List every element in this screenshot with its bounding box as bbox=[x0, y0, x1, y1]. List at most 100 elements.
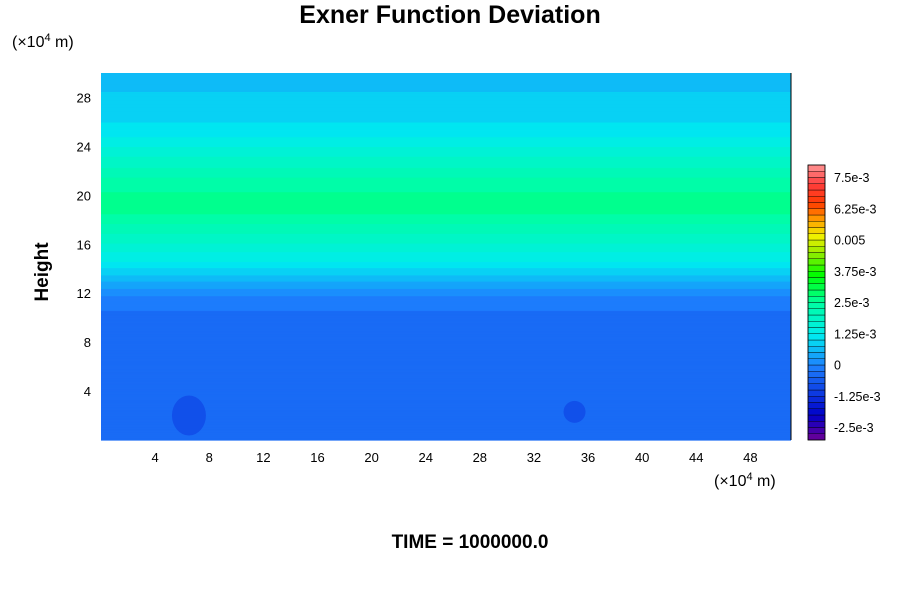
contour-band bbox=[101, 360, 791, 363]
colorbar-cell bbox=[807, 208, 826, 216]
contour-band bbox=[101, 161, 791, 163]
contour-band bbox=[101, 322, 791, 325]
colorbar-cell bbox=[807, 421, 826, 428]
contour-band bbox=[101, 196, 791, 199]
colorbar-cell bbox=[807, 258, 826, 266]
contour-band bbox=[101, 350, 791, 353]
contour-band bbox=[101, 266, 791, 269]
contour-band bbox=[101, 223, 791, 226]
contour-band bbox=[101, 428, 791, 431]
contour-band bbox=[101, 179, 791, 182]
contour-band bbox=[101, 311, 791, 314]
contour-band bbox=[101, 302, 791, 305]
contour-band bbox=[101, 356, 791, 359]
contour-band bbox=[101, 277, 791, 280]
contour-band bbox=[101, 165, 791, 168]
colorbar-cell bbox=[807, 177, 826, 184]
colorbar-cell bbox=[807, 383, 826, 391]
contour-band bbox=[101, 76, 791, 79]
contour-band bbox=[101, 245, 791, 248]
contour-band bbox=[101, 426, 791, 429]
contour-band bbox=[101, 134, 791, 136]
contour-band bbox=[101, 345, 791, 348]
contour-band bbox=[101, 99, 791, 102]
contour-band bbox=[101, 364, 791, 366]
contour-band bbox=[101, 400, 791, 403]
contour-band bbox=[101, 397, 791, 399]
contour-band bbox=[101, 333, 791, 336]
contour-band bbox=[101, 403, 791, 406]
colorbar-cell bbox=[807, 296, 826, 303]
contour-band bbox=[101, 102, 791, 105]
colorbar-cell bbox=[807, 183, 826, 191]
contour-band bbox=[101, 274, 791, 277]
contour-band bbox=[101, 285, 791, 288]
contour-band bbox=[101, 334, 791, 337]
colorbar-cell bbox=[807, 271, 826, 278]
contour-band bbox=[101, 391, 791, 393]
contour-band bbox=[101, 86, 791, 89]
contour-band bbox=[101, 158, 791, 161]
contour-band bbox=[101, 145, 791, 147]
x-tick-label: 28 bbox=[473, 450, 487, 465]
colorbar-cell bbox=[807, 433, 826, 441]
contour-band bbox=[101, 438, 791, 441]
contour-band bbox=[101, 236, 791, 239]
y-axis-unit: (×104 m) bbox=[12, 32, 74, 52]
contour-band bbox=[101, 74, 791, 77]
contour-band bbox=[101, 191, 791, 194]
contour-band bbox=[101, 408, 791, 411]
colorbar-cell bbox=[807, 196, 826, 203]
contour-band bbox=[101, 417, 791, 420]
contour-band bbox=[101, 131, 791, 134]
colorbar-cell bbox=[807, 314, 826, 322]
colorbar-cell bbox=[807, 214, 826, 222]
y-unit-suffix: m) bbox=[50, 34, 74, 51]
contour-band bbox=[101, 243, 791, 245]
contour-band bbox=[101, 388, 791, 391]
contour-band bbox=[101, 265, 791, 267]
contour-band bbox=[101, 170, 791, 173]
contour-band bbox=[101, 84, 791, 86]
y-unit-exponent: 4 bbox=[44, 32, 51, 44]
contour-band bbox=[101, 437, 791, 440]
contour-band bbox=[101, 184, 791, 187]
colorbar-cell bbox=[807, 414, 826, 422]
contour-band bbox=[101, 287, 791, 289]
contour-band bbox=[101, 118, 791, 121]
contour-band bbox=[101, 146, 791, 149]
contour-band bbox=[101, 239, 791, 242]
contour-band bbox=[101, 296, 791, 299]
contour-band bbox=[101, 183, 791, 185]
x-unit-suffix: m) bbox=[752, 473, 776, 490]
contour-band bbox=[101, 380, 791, 382]
contour-band bbox=[101, 276, 791, 278]
contour-band bbox=[101, 172, 791, 174]
contour-band bbox=[101, 150, 791, 152]
contour-band bbox=[101, 354, 791, 357]
y-tick-label: 16 bbox=[77, 237, 91, 252]
y-tick-label: 28 bbox=[77, 90, 91, 105]
contour-band bbox=[101, 389, 791, 392]
x-tick-label: 32 bbox=[527, 450, 541, 465]
colorbar-cell bbox=[807, 289, 826, 297]
contour-band bbox=[101, 147, 791, 150]
contour-band bbox=[101, 120, 791, 123]
contour-band bbox=[101, 375, 791, 377]
contour-band bbox=[101, 378, 791, 381]
contour-band bbox=[101, 129, 791, 132]
contour-band bbox=[101, 320, 791, 322]
contour-band bbox=[101, 301, 791, 304]
contour-band bbox=[101, 251, 791, 254]
contour-band bbox=[101, 310, 791, 313]
contour-band bbox=[101, 421, 791, 424]
contour-band bbox=[101, 96, 791, 99]
colorbar-cell bbox=[807, 346, 826, 353]
contour-band bbox=[101, 395, 791, 398]
colorbar-cell bbox=[807, 352, 826, 359]
contour-band bbox=[101, 280, 791, 283]
contour-band bbox=[101, 79, 791, 81]
contour-band bbox=[101, 405, 791, 408]
colorbar-cell bbox=[807, 327, 826, 334]
contour-band bbox=[101, 393, 791, 396]
